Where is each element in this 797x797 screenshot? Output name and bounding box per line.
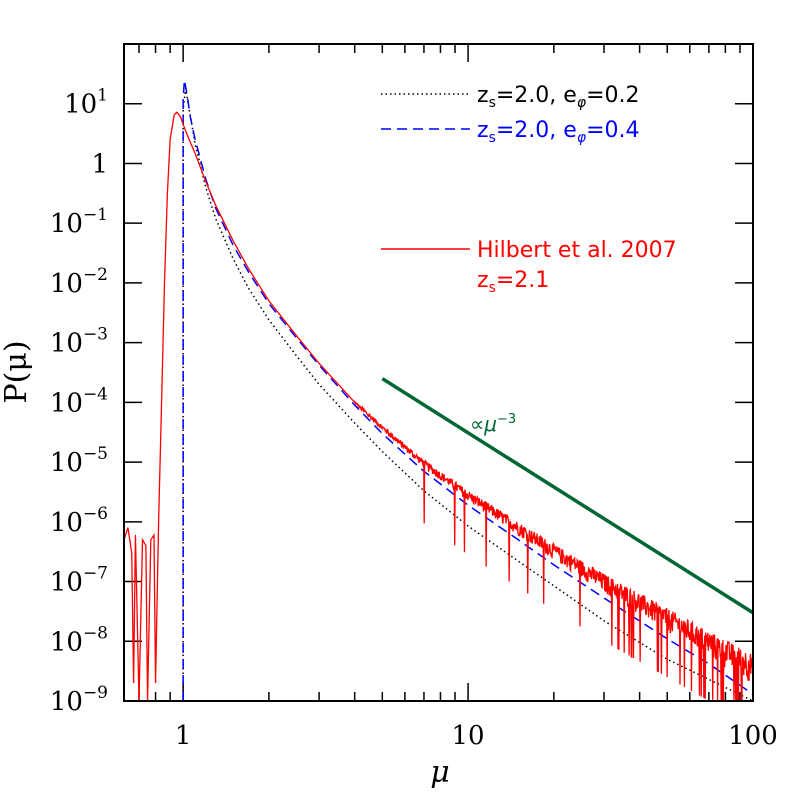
reference-line-layer: ∝μ−3 (381, 377, 754, 615)
y-tick-label: 10−7 (50, 564, 108, 598)
series-line-2 (182, 79, 753, 701)
legend-label-1: zs=2.0, eφ=0.2 (477, 83, 639, 111)
legend: zs=2.0, eφ=0.2 zs=2.0, eφ=0.4 Hilbert et a… (381, 83, 677, 296)
power-law-reference-line (381, 377, 754, 615)
power-law-label: ∝μ−3 (470, 412, 516, 436)
series-line-1 (182, 88, 753, 701)
plot-frame (123, 43, 754, 702)
tick-labels: 1 10 100 101 1 10−1 10−2 10−3 10−4 10−5 10−6 10−7 10… (50, 86, 778, 751)
y-tick-label: 10−1 (50, 205, 108, 239)
axis-ticks (124, 43, 754, 702)
x-tick-label: 10 (452, 721, 485, 751)
y-tick-label: 101 (64, 86, 108, 120)
y-axis-title: P(μ) (0, 340, 34, 403)
y-tick-label: 10−9 (50, 683, 108, 717)
x-tick-label: 100 (728, 721, 778, 751)
y-tick-label: 10−8 (50, 623, 108, 657)
y-tick-label: 1 (91, 149, 108, 179)
x-axis-title: μ (430, 755, 450, 790)
y-tick-label: 10−5 (50, 444, 108, 478)
series-line-3 (124, 111, 753, 701)
legend-label-2: zs=2.0, eφ=0.4 (477, 118, 639, 146)
series-layer (124, 79, 753, 701)
y-tick-label: 10−4 (50, 384, 108, 418)
legend-label-3: Hilbert et al. 2007 (477, 238, 677, 263)
y-tick-label: 10−2 (50, 265, 108, 299)
legend-label-3-line2: zs=2.1 (477, 268, 549, 296)
x-tick-label: 1 (175, 721, 192, 751)
y-tick-label: 10−6 (50, 504, 108, 538)
y-tick-label: 10−3 (50, 325, 108, 359)
